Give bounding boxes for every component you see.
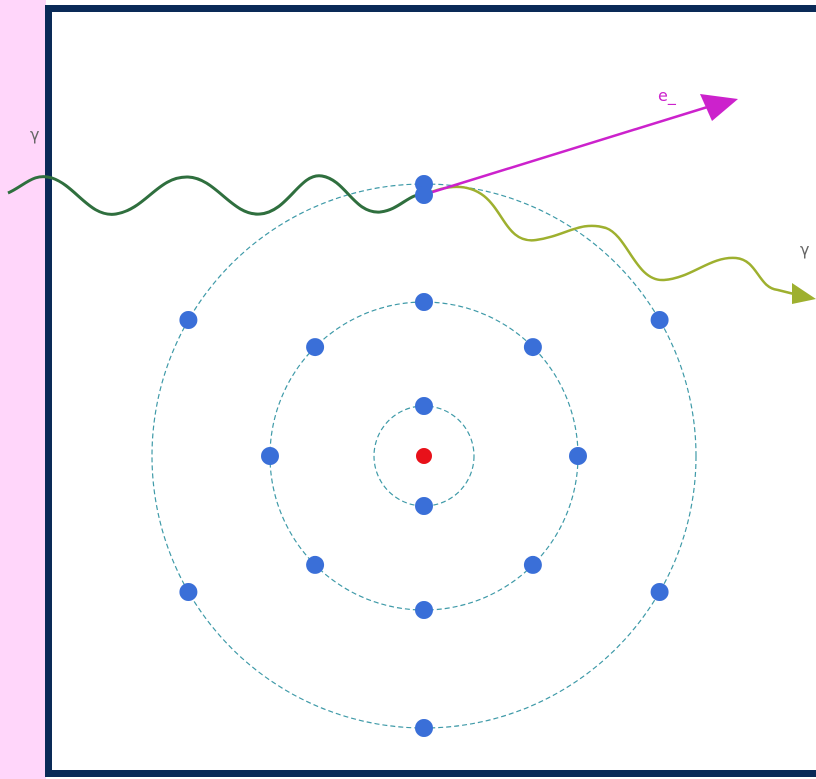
electron-shell-3-2 xyxy=(650,311,669,329)
electron-shell-2-3 xyxy=(569,447,587,465)
scattered-photon-wave xyxy=(423,185,807,299)
ejected-electron-path xyxy=(425,103,715,196)
electron-shell-2-7 xyxy=(261,447,279,465)
diagram-frame xyxy=(45,5,816,777)
side-strip xyxy=(0,0,46,779)
electron-shell-3-5 xyxy=(179,583,198,601)
electron-shell-2-1 xyxy=(415,293,433,311)
electron-shell-3-4 xyxy=(415,719,433,737)
electron-group xyxy=(179,175,669,737)
ejected-electron-arrowhead xyxy=(700,94,738,121)
electron-shell-2-2 xyxy=(523,338,542,357)
electron-shell-1-1 xyxy=(415,397,433,415)
electron-shell-2-5 xyxy=(415,601,433,619)
ejected-electron-label: e_ xyxy=(658,86,677,106)
electron-shell-3-6 xyxy=(179,311,198,329)
electron-shell-3-3 xyxy=(650,583,669,601)
electron-shell-2-8 xyxy=(306,338,325,357)
incident-photon-wave xyxy=(7,174,425,216)
electron-shell-2-6 xyxy=(306,555,325,574)
electron-shell-1-2 xyxy=(415,497,433,515)
incident-photon-label: γ xyxy=(30,125,39,144)
scattered-photon-arrowhead xyxy=(792,283,816,304)
struck-electron xyxy=(415,186,433,204)
electron-shell-2-4 xyxy=(523,555,542,574)
scattered-photon-label: γ xyxy=(800,240,809,259)
nucleus xyxy=(416,448,432,464)
